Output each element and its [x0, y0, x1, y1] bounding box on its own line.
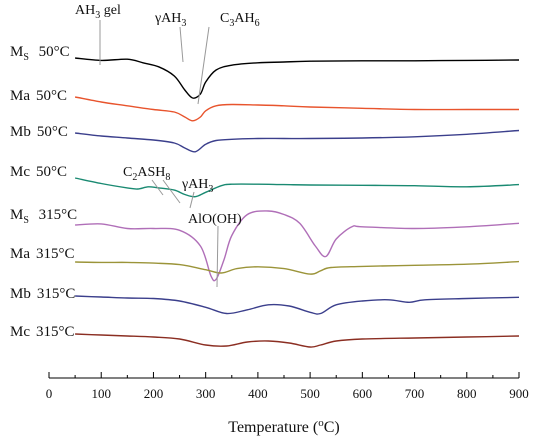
x-axis-label: Temperature (oC) — [228, 417, 339, 436]
series-line-4 — [75, 210, 520, 282]
row-label-1: Ma 50°C — [10, 88, 67, 104]
annotation-label-1: γAH3 — [154, 11, 186, 29]
row-label-2: Mb 50°C — [10, 124, 68, 140]
annotation-label-2: C3AH6 — [220, 11, 260, 29]
row-labels-group: MS 50°C Ma 50°C Mb 50°C Mc 50°C MS 315°C Ma 315°C… — [10, 44, 77, 340]
series-line-0 — [75, 57, 520, 99]
row-label-5: Ma 315°C — [10, 246, 75, 262]
annotation-leader-4-0 — [189, 191, 195, 209]
x-tick-label: 200 — [144, 386, 164, 401]
series-line-5 — [75, 260, 520, 275]
annotation-label-0: AH3 gel — [75, 3, 121, 21]
x-tick-label: 700 — [405, 386, 425, 401]
annotation-leader-3-1 — [162, 179, 181, 204]
series-line-7 — [75, 333, 520, 348]
row-label-3: Mc 50°C — [10, 164, 67, 180]
series-line-3 — [74, 177, 520, 198]
x-tick-label: 800 — [457, 386, 477, 401]
x-tick-label: 600 — [353, 386, 373, 401]
row-label-4: MS 315°C — [10, 207, 77, 226]
annotation-leader-2-0 — [197, 26, 210, 105]
x-tick-label: 400 — [248, 386, 268, 401]
x-tick-label: 500 — [300, 386, 320, 401]
annotation-label-4: γAH3 — [181, 177, 213, 195]
curves-group — [74, 57, 520, 348]
row-label-6: Mb 315°C — [10, 286, 75, 302]
x-tick-label: 0 — [46, 386, 53, 401]
annotation-leader-3-0 — [151, 179, 164, 196]
annotation-leader-1-0 — [179, 26, 184, 63]
x-ticks-group: 0 100 200 300 400 500 600 700 800 900 — [46, 372, 529, 401]
annotations-group: AH3 gel γAH3 C3AH6 C2ASH8 γAH3 AlO(OH) — [75, 3, 260, 288]
series-line-2 — [75, 129, 520, 153]
series-line-1 — [74, 96, 519, 122]
x-tick-label: 100 — [91, 386, 111, 401]
x-tick-label: 300 — [196, 386, 216, 401]
annotation-label-3: C2ASH8 — [123, 165, 170, 183]
series-line-6 — [75, 295, 520, 315]
x-tick-label: 900 — [509, 386, 529, 401]
row-label-7: Mc 315°C — [10, 324, 75, 340]
annotation-leader-5-0 — [216, 225, 219, 288]
annotation-label-5: AlO(OH) — [188, 212, 242, 227]
row-label-0: MS 50°C — [10, 44, 70, 63]
